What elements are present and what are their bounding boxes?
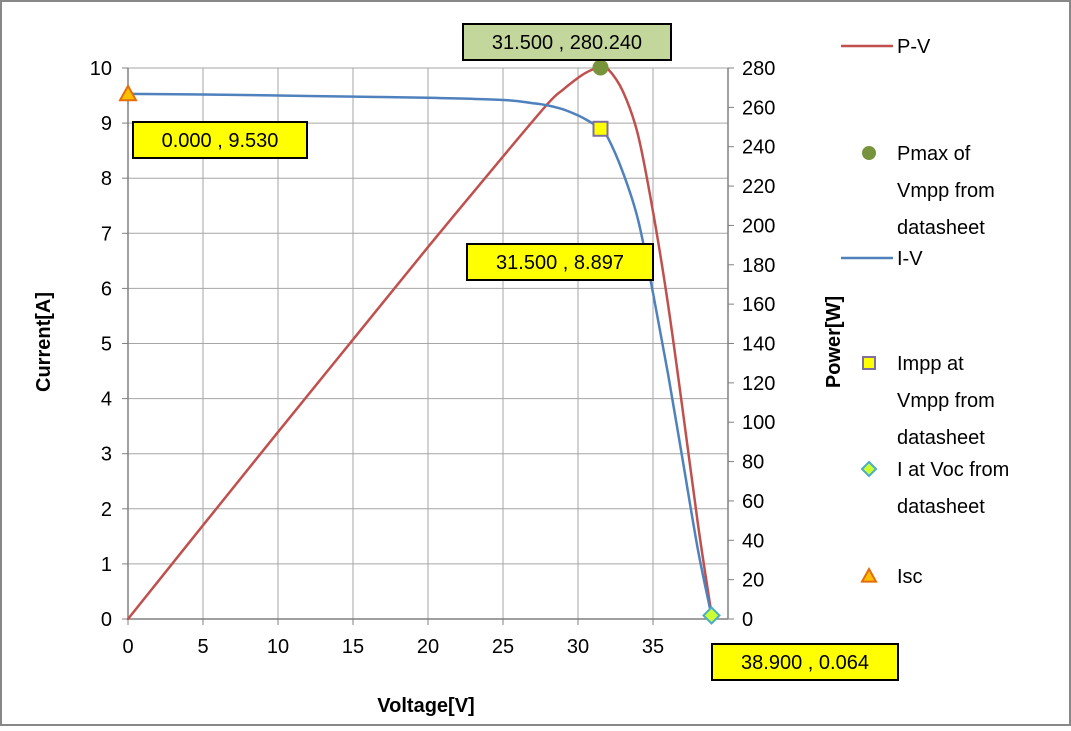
x-tick-label: 10 bbox=[267, 636, 289, 658]
y-right-tick-label: 280 bbox=[742, 58, 775, 80]
y-left-tick-label: 10 bbox=[90, 58, 112, 80]
legend-label: Isc bbox=[897, 566, 923, 588]
y-left-tick-label: 5 bbox=[101, 334, 112, 356]
data-label-box bbox=[466, 243, 654, 281]
y-left-tick-label: 6 bbox=[101, 278, 112, 300]
y-left-tick-label: 4 bbox=[101, 389, 112, 411]
series-line-p-v bbox=[126, 65, 713, 621]
y-left-tick-label: 8 bbox=[101, 168, 112, 190]
series-layer bbox=[126, 65, 713, 621]
legend-label: Impp at bbox=[897, 353, 964, 375]
legend-label: Pmax of bbox=[897, 143, 971, 165]
marker-isc bbox=[118, 83, 138, 102]
data-label: 0.000 , 9.530 bbox=[132, 121, 308, 159]
legend-label: datasheet bbox=[897, 427, 985, 449]
y-left-tick-label: 9 bbox=[101, 113, 112, 135]
data-label: 31.500 , 280.240 bbox=[462, 23, 672, 61]
marker-i-at-voc-from-datasheet bbox=[702, 606, 721, 625]
data-label-box bbox=[462, 23, 672, 61]
y-left-tick-label: 2 bbox=[101, 499, 112, 521]
y-left-tick-label: 1 bbox=[101, 554, 112, 576]
legend-entry: Impp at Vmpp from datasheet bbox=[862, 353, 995, 449]
data-label-box bbox=[711, 643, 899, 681]
legend-circle-symbol bbox=[862, 146, 876, 160]
series-line-i-v bbox=[126, 92, 713, 617]
data-label-text: 0.000 , 9.530 bbox=[162, 130, 279, 152]
legend-square-symbol bbox=[862, 356, 876, 370]
x-tick-label: 30 bbox=[567, 636, 589, 658]
data-label-text: 31.500 , 8.897 bbox=[496, 252, 624, 274]
legend-entry: P-V bbox=[841, 36, 931, 58]
y-right-tick-label: 80 bbox=[742, 452, 764, 474]
marker-pmax-of-vmpp-from-datasheet bbox=[592, 59, 609, 76]
y-right-tick-label: 140 bbox=[742, 334, 775, 356]
data-label-text: 31.500 , 280.240 bbox=[492, 32, 642, 54]
data-label: 31.500 , 8.897 bbox=[466, 243, 654, 281]
legend: P-V Pmax of Vmpp from datasheet I-V Impp at Vm… bbox=[841, 36, 1009, 588]
legend-label: I at Voc from bbox=[897, 459, 1009, 481]
x-tick-label: 0 bbox=[122, 636, 133, 658]
data-label: 38.900 , 0.064 bbox=[711, 643, 899, 681]
data-label-box bbox=[132, 121, 308, 159]
x-tick-label: 35 bbox=[642, 636, 664, 658]
y-left-tick-label: 0 bbox=[101, 609, 112, 631]
y-right-tick-label: 180 bbox=[742, 255, 775, 277]
legend-entry: Pmax of Vmpp from datasheet bbox=[862, 143, 995, 239]
legend-diamond-symbol bbox=[860, 460, 878, 478]
legend-entry: I at Voc from datasheet bbox=[860, 459, 1009, 518]
legend-label: P-V bbox=[897, 36, 931, 58]
y-right-tick-label: 260 bbox=[742, 97, 775, 119]
legend-entry: Isc bbox=[860, 566, 923, 588]
legend-label: I-V bbox=[897, 248, 923, 270]
legend-entry: I-V bbox=[841, 248, 923, 270]
legend-label: Vmpp from bbox=[897, 180, 995, 202]
marker-impp-at-vmpp-from-datasheet bbox=[592, 120, 609, 137]
x-axis-title: Voltage[V] bbox=[377, 695, 474, 717]
marker-layer bbox=[118, 59, 721, 625]
x-tick-label: 15 bbox=[342, 636, 364, 658]
y-right-tick-label: 220 bbox=[742, 176, 775, 198]
y-left-tick-label: 3 bbox=[101, 444, 112, 466]
y-axis-left-title: Current[A] bbox=[33, 292, 55, 392]
legend-triangle-symbol bbox=[860, 566, 878, 583]
annotation-layer: 31.500 , 280.240 0.000 , 9.530 31.500 , 8.… bbox=[132, 23, 899, 681]
y-right-tick-label: 20 bbox=[742, 570, 764, 592]
y-right-tick-label: 200 bbox=[742, 215, 775, 237]
legend-label: datasheet bbox=[897, 217, 985, 239]
y-right-tick-label: 100 bbox=[742, 412, 775, 434]
y-right-tick-label: 60 bbox=[742, 491, 764, 513]
data-label-text: 38.900 , 0.064 bbox=[741, 652, 869, 674]
legend-label: Vmpp from bbox=[897, 390, 995, 412]
y-right-tick-label: 40 bbox=[742, 530, 764, 552]
x-tick-label: 5 bbox=[197, 636, 208, 658]
axes: 0 5 10 15 20 25 30 3501234567891002040608010012… bbox=[90, 58, 776, 658]
y-right-tick-label: 120 bbox=[742, 373, 775, 395]
legend-label: datasheet bbox=[897, 496, 985, 518]
y-right-tick-label: 240 bbox=[742, 137, 775, 159]
x-tick-label: 20 bbox=[417, 636, 439, 658]
y-right-tick-label: 0 bbox=[742, 609, 753, 631]
y-axis-right-title: Power[W] bbox=[823, 296, 845, 388]
x-tick-label: 25 bbox=[492, 636, 514, 658]
y-left-tick-label: 7 bbox=[101, 223, 112, 245]
y-right-tick-label: 160 bbox=[742, 294, 775, 316]
